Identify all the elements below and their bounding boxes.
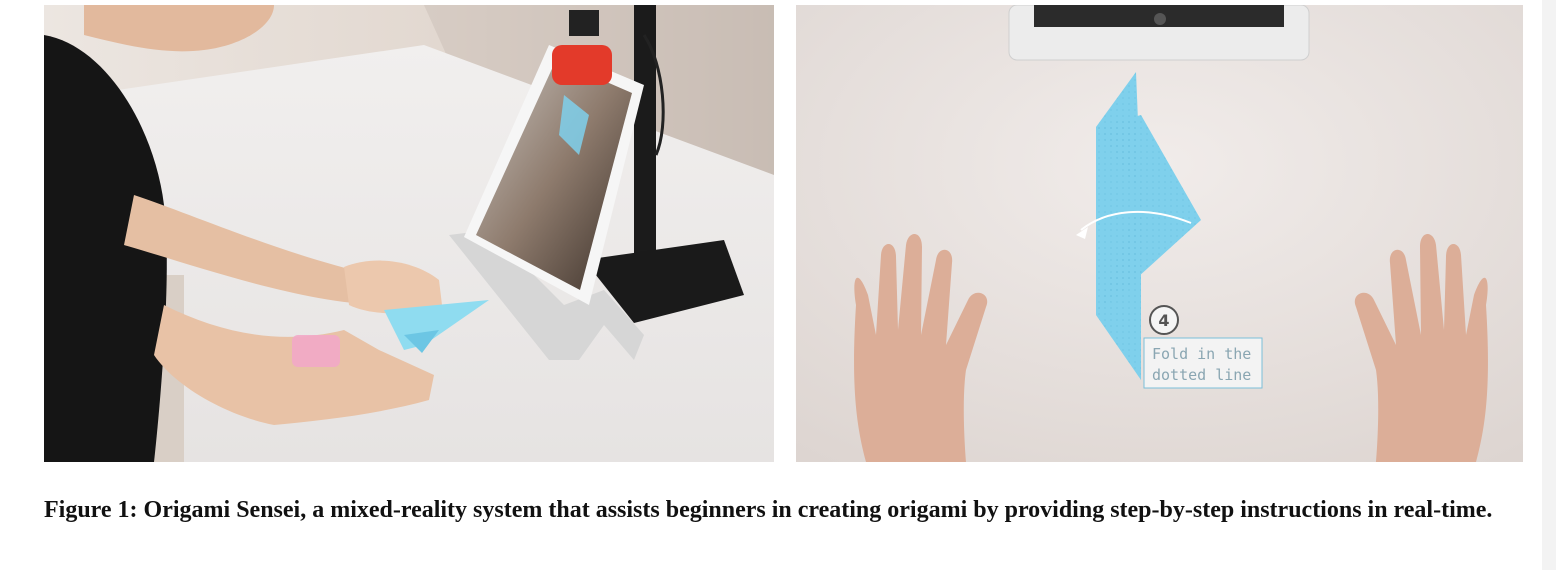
right-hand bbox=[1354, 233, 1488, 462]
step-number: 4 bbox=[1158, 311, 1169, 330]
instruction-line-1: Fold in the bbox=[1152, 345, 1251, 363]
page-edge-strip bbox=[1542, 0, 1556, 570]
instruction-line-2: dotted line bbox=[1152, 366, 1251, 384]
figure-caption: Figure 1: Origami Sensei, a mixed-realit… bbox=[44, 497, 1493, 523]
step-number-badge: 4 bbox=[1149, 305, 1179, 335]
left-hand bbox=[854, 233, 988, 462]
photo-projected-instructions: 4 Fold in the dotted line bbox=[796, 5, 1523, 462]
photo-user-with-tablet bbox=[44, 5, 774, 462]
projected-origami-shape bbox=[1076, 72, 1201, 380]
